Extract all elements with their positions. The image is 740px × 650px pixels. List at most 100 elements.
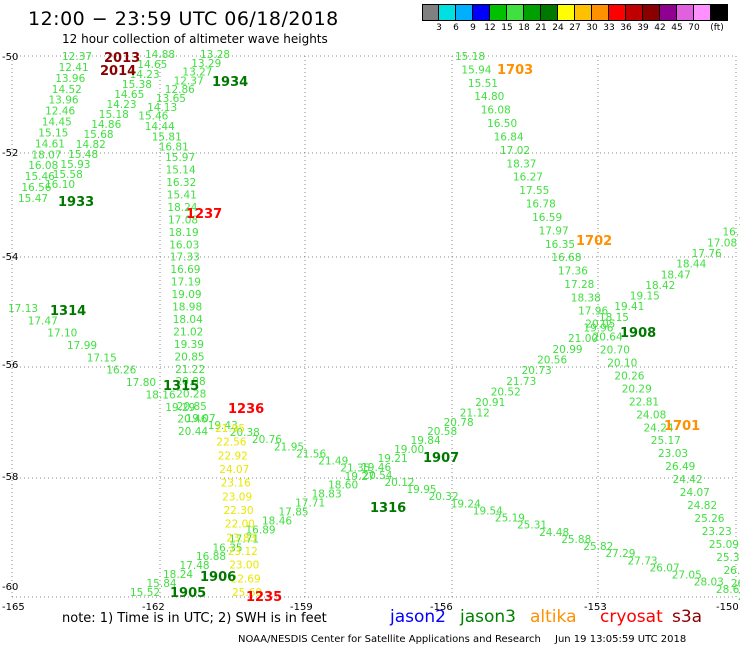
swh-value: 20.70 [600, 344, 630, 356]
swh-value: 17.15 [87, 352, 117, 364]
swh-value: 28.82 [738, 591, 740, 603]
swh-value: 15.18 [455, 51, 485, 63]
scale-label: 30 [586, 23, 598, 33]
mission-altika: altika [530, 607, 577, 627]
scale-swatch [456, 4, 473, 21]
swh-value: 18.44 [676, 259, 706, 271]
swh-value: 24.48 [539, 527, 569, 539]
scale-label: 39 [637, 23, 649, 33]
swh-value: 25.82 [583, 541, 613, 553]
scale-label: 70 [688, 23, 700, 33]
mission-jason3: jason3 [460, 607, 516, 627]
pass-time-label: 1906 [200, 570, 236, 585]
swh-value: 27.05 [672, 570, 702, 582]
swh-value: 16.32 [166, 177, 196, 189]
swh-value: 15.18 [99, 109, 129, 121]
swh-value: 15.58 [53, 169, 83, 181]
swh-value: 17.71 [229, 533, 259, 545]
swh-value: 16.69 [170, 264, 200, 276]
swh-value: 15.14 [166, 165, 196, 177]
swh-value: 20.54 [362, 470, 392, 482]
swh-value: 12.37 [62, 51, 92, 63]
scale-swatch [507, 4, 524, 21]
swh-value: 14.88 [145, 49, 175, 61]
swh-value: 18.16 [146, 389, 176, 401]
swh-value: 18.19 [169, 227, 199, 239]
swh-value: 21.56 [296, 448, 326, 460]
swh-value: 20.10 [607, 357, 637, 369]
swh-value: 24.24 [644, 422, 674, 434]
swh-value: 20.91 [475, 397, 505, 409]
lat-label: -60 [2, 582, 19, 593]
swh-value: 23.00 [229, 560, 259, 572]
swh-value: 26.49 [665, 461, 695, 473]
swh-value: 22.92 [218, 450, 248, 462]
pass-time-label: 1933 [58, 195, 94, 210]
swh-value: 18.98 [172, 302, 202, 314]
swh-value: 18.47 [661, 269, 691, 281]
lat-label: -56 [2, 360, 19, 371]
swh-value: 16.89 [246, 524, 276, 536]
swh-value: 21.12 [460, 408, 490, 420]
lon-label: -150 [716, 602, 739, 613]
mission-s3a: s3a [672, 607, 703, 627]
swh-value: 18.07 [32, 149, 62, 161]
swh-value: 20.32 [429, 491, 459, 503]
swh-value: 15.94 [461, 64, 491, 76]
scale-label: 3 [436, 23, 442, 33]
swh-value: 15.84 [147, 578, 177, 590]
swh-value: 17.08 [707, 237, 737, 249]
swh-value: 20.99 [553, 344, 583, 356]
swh-value: 16.84 [494, 132, 524, 144]
scale-swatch [660, 4, 677, 21]
swh-value: 17.28 [564, 279, 594, 291]
scale-swatch [677, 4, 694, 21]
swh-value: 15.41 [167, 190, 197, 202]
swh-value: 16.68 [551, 252, 581, 264]
swh-value: 26.75 [731, 578, 740, 590]
swh-value: 21.73 [506, 376, 536, 388]
swh-value: 16.56 [21, 182, 51, 194]
pass-time-label: 1907 [423, 451, 459, 466]
swh-value: 20.12 [385, 477, 415, 489]
swh-value: 13.96 [49, 95, 79, 107]
swh-value: 14.44 [145, 121, 175, 133]
map-grid [11, 55, 737, 598]
swh-value: 18.24 [163, 569, 193, 581]
swh-value: 25.31 [517, 520, 547, 532]
swh-value: 23.09 [222, 491, 252, 503]
swh-value: 22.69 [231, 573, 261, 585]
lat-label: -54 [2, 252, 19, 263]
scale-label: 36 [620, 23, 632, 33]
scale-label: 12 [484, 23, 496, 33]
swh-value: 23.03 [658, 448, 688, 460]
swh-value: 22.00 [225, 519, 255, 531]
scale-label: 15 [501, 23, 513, 33]
swh-value: 17.96 [578, 305, 608, 317]
swh-value: 27.73 [628, 555, 658, 567]
swh-value: 26.28 [724, 565, 740, 577]
scale-swatch [473, 4, 490, 21]
swh-value: 20.78 [444, 417, 474, 429]
scale-label: (ft) [710, 23, 724, 33]
scale-swatch [439, 4, 456, 21]
pass-time-label: 1703 [497, 63, 533, 78]
swh-value: 20.85 [175, 351, 205, 363]
swh-value: 22.30 [224, 505, 254, 517]
swh-value: 18.60 [328, 480, 358, 492]
swh-value: 20.46 [177, 414, 207, 426]
swh-value: 15.46 [138, 111, 168, 123]
swh-value: 19.43 [208, 420, 238, 432]
swh-value: 23.83 [226, 532, 256, 544]
swh-value: 21.22 [175, 364, 205, 376]
swh-value: 24.82 [687, 500, 717, 512]
scale-swatch [592, 4, 609, 21]
swh-value: 20.38 [230, 427, 260, 439]
swh-value: 14.52 [52, 84, 82, 96]
swh-value: 17.99 [67, 340, 97, 352]
scale-swatch [575, 4, 592, 21]
swh-value: 17.19 [171, 277, 201, 289]
swh-value: 25.26 [694, 513, 724, 525]
